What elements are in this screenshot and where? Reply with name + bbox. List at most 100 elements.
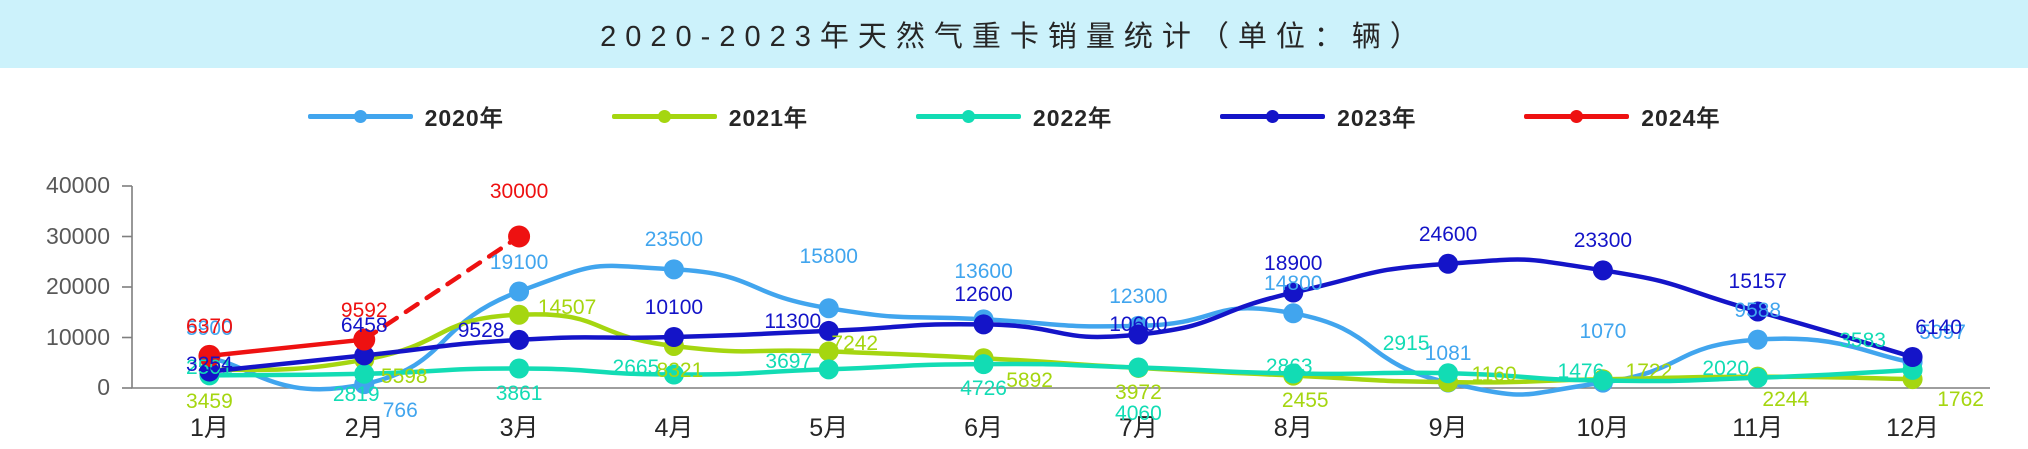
- legend-marker-icon: [1266, 109, 1280, 123]
- legend-label: 2022年: [1032, 105, 1113, 131]
- legend-item-2022年[interactable]: 2022年: [915, 99, 1113, 133]
- x-axis-label-12月: 12月: [1886, 414, 1939, 442]
- x-axis-label-11月: 11月: [1732, 414, 1784, 442]
- data-label: 12600: [954, 283, 1013, 307]
- data-point[interactable]: [509, 329, 530, 350]
- y-axis-label: 10000: [46, 323, 110, 350]
- data-label: 9592: [340, 298, 388, 322]
- data-label: 4726: [960, 377, 1007, 401]
- data-label: 766: [382, 399, 418, 423]
- data-point[interactable]: [1747, 329, 1768, 350]
- data-label: 2244: [1762, 387, 1810, 411]
- data-label: 1762: [1937, 388, 1984, 412]
- data-label: 1160: [1471, 363, 1517, 387]
- x-axis-label-9月: 9月: [1428, 414, 1468, 442]
- data-point[interactable]: [1438, 363, 1459, 384]
- legend-line-icon: [1220, 113, 1275, 119]
- data-point[interactable]: [1592, 370, 1613, 391]
- data-label: 3583: [1839, 328, 1886, 352]
- x-axis-label-6月: 6月: [964, 414, 1004, 442]
- data-point[interactable]: [1128, 357, 1149, 378]
- data-point[interactable]: [663, 259, 684, 280]
- data-label: 12300: [1109, 284, 1168, 308]
- series-line-2022年: [207, 361, 1915, 384]
- x-axis-label-5月: 5月: [809, 414, 849, 442]
- data-point[interactable]: [508, 225, 531, 248]
- legend-marker-icon: [353, 109, 367, 123]
- x-axis-label-8月: 8月: [1273, 414, 1313, 442]
- data-label: 1070: [1579, 319, 1627, 343]
- x-axis-label-2月: 2月: [344, 414, 384, 442]
- data-point[interactable]: [509, 281, 530, 302]
- data-point[interactable]: [818, 320, 839, 341]
- data-label: 13600: [954, 260, 1013, 284]
- data-label: 14800: [1264, 272, 1323, 296]
- data-label: 5598: [380, 364, 428, 388]
- data-point[interactable]: [354, 345, 375, 366]
- legend-label: 2021年: [728, 105, 808, 131]
- data-point[interactable]: [818, 341, 839, 362]
- series-line-2023年: [207, 257, 1915, 374]
- data-point[interactable]: [1747, 367, 1768, 388]
- legend-line-icon: [611, 113, 666, 119]
- data-point[interactable]: [353, 328, 376, 351]
- data-point[interactable]: [1283, 363, 1304, 384]
- legend-marker-icon: [961, 109, 975, 123]
- data-point[interactable]: [1747, 301, 1768, 322]
- legend-line-icon: [307, 113, 362, 119]
- title-bar: 2020-2023年天然气重卡销量统计（单位：辆）: [0, 0, 2028, 68]
- data-point[interactable]: [818, 298, 839, 319]
- data-label: 3254: [186, 352, 233, 376]
- data-label: 5097: [1919, 321, 1966, 345]
- data-point[interactable]: [663, 364, 684, 385]
- legend-line-icon: [1575, 113, 1630, 119]
- data-label: 24600: [1418, 222, 1478, 246]
- x-axis-label-3月: 3月: [499, 414, 539, 442]
- data-point[interactable]: [1592, 260, 1613, 281]
- data-label: 18900: [1264, 251, 1323, 275]
- data-point[interactable]: [663, 326, 684, 347]
- data-point[interactable]: [1283, 303, 1304, 324]
- x-axis-label-10月: 10月: [1576, 414, 1630, 442]
- x-axis-label-4月: 4月: [654, 414, 694, 442]
- y-axis-label: 20000: [46, 273, 110, 299]
- legend-label: 2020年: [424, 105, 504, 131]
- data-label: 6140: [1915, 315, 1962, 339]
- data-label: 5892: [1006, 369, 1053, 393]
- data-label: 9528: [457, 318, 505, 342]
- data-point[interactable]: [973, 314, 994, 335]
- data-point[interactable]: [1283, 282, 1304, 303]
- data-label: 7242: [831, 332, 879, 356]
- data-point[interactable]: [198, 344, 221, 367]
- legend-line-icon: [358, 113, 413, 119]
- data-point[interactable]: [509, 358, 530, 379]
- legend-line-icon: [915, 113, 970, 119]
- legend-line-icon: [662, 113, 717, 119]
- legend-item-2023年[interactable]: 2023年: [1220, 99, 1416, 133]
- data-point[interactable]: [1128, 324, 1149, 345]
- data-point[interactable]: [1902, 346, 1923, 367]
- data-point[interactable]: [509, 304, 530, 325]
- legend-item-2024年[interactable]: 2024年: [1524, 99, 1720, 133]
- data-label: 19100: [489, 250, 549, 274]
- data-label: 14507: [537, 295, 597, 319]
- data-label: 15800: [799, 245, 858, 269]
- x-axis-label-7月: 7月: [1118, 414, 1158, 442]
- legend-item-2021年[interactable]: 2021年: [611, 99, 808, 133]
- data-point[interactable]: [199, 361, 220, 382]
- data-label: 2020: [1702, 356, 1750, 380]
- data-point[interactable]: [818, 359, 839, 380]
- data-point[interactable]: [1438, 253, 1459, 274]
- x-axis-label-1月: 1月: [189, 414, 229, 442]
- data-label: 3972: [1115, 380, 1162, 404]
- data-label: 2915: [1382, 332, 1430, 356]
- legend-line-icon: [966, 113, 1021, 119]
- data-point[interactable]: [354, 363, 375, 384]
- data-point[interactable]: [973, 354, 994, 375]
- legend-item-2020年[interactable]: 2020年: [307, 99, 504, 133]
- legend-marker-icon: [657, 109, 671, 123]
- chart-legend: 2020年 2021年 2022年 2023年 2024年: [0, 96, 2028, 136]
- data-label: 23300: [1573, 229, 1633, 253]
- data-label: 1476: [1557, 359, 1605, 383]
